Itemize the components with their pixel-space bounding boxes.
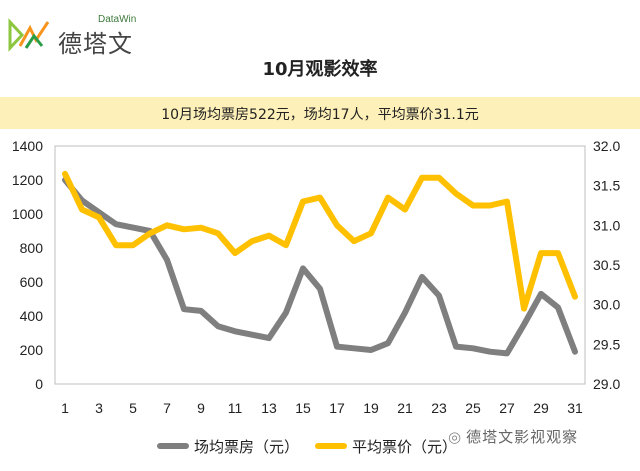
x-tick-label: 9 [197,400,205,416]
y-left-tick-label: 400 [20,308,44,324]
plot-area [54,145,586,385]
y-right-tick-label: 31.5 [593,178,620,194]
x-tick-label: 27 [499,400,515,416]
y-right-tick-label: 29.0 [593,376,620,392]
x-tick-label: 7 [163,400,171,416]
legend-label-2: 平均票价（元） [352,438,457,456]
y-right-tick-label: 30.5 [593,257,620,273]
subtitle-banner [0,97,640,129]
y-left-tick-label: 1000 [12,206,43,222]
chart-title: 10月观影效率 [262,59,378,80]
y-left-tick-label: 0 [35,376,43,392]
y-left-tick-label: 200 [20,342,44,358]
watermark-text: 德塔文影视观察 [466,428,579,446]
datawin-logo: DataWin 德塔文 [8,12,148,60]
legend-label-1: 场均票房（元） [194,438,299,456]
y-right-tick-label: 31.0 [593,217,620,233]
x-tick-label: 21 [397,400,413,416]
x-tick-label: 1 [61,400,69,416]
x-tick-label: 29 [533,400,549,416]
x-tick-label: 15 [295,400,311,416]
x-tick-label: 5 [129,400,137,416]
x-tick-label: 3 [95,400,103,416]
x-tick-label: 11 [228,400,243,416]
x-tick-label: 13 [261,400,277,416]
y-right-tick-label: 32.0 [593,138,620,154]
logo-datawin-text: DataWin [98,14,137,25]
line-chart: 0 200 400 600 800 1000 1200 1400 29.0 29.5 30.0 30.… [12,138,621,456]
logo-name-text: 德塔文 [58,30,133,58]
y-left-tick-label: 600 [20,274,44,290]
logo-mark-icon [8,18,50,52]
x-tick-label: 19 [363,400,379,416]
wechat-icon: ◎ [448,428,463,446]
watermark: ◎ 德塔文影视观察 [448,426,578,447]
y-left-tick-label: 1200 [12,172,43,188]
y-left-tick-label: 1400 [12,138,43,154]
x-tick-label: 23 [431,400,447,416]
y-right-tick-label: 30.0 [593,297,620,313]
chart-subtitle: 10月场均票房522元，场均17人，平均票价31.1元 [161,107,479,123]
series-line-2 [62,170,578,312]
x-tick-label: 25 [465,400,481,416]
x-tick-label: 31 [567,400,583,416]
y-left-tick-label: 800 [20,240,44,256]
x-tick-label: 17 [329,400,345,416]
y-right-tick-label: 29.5 [593,336,620,352]
